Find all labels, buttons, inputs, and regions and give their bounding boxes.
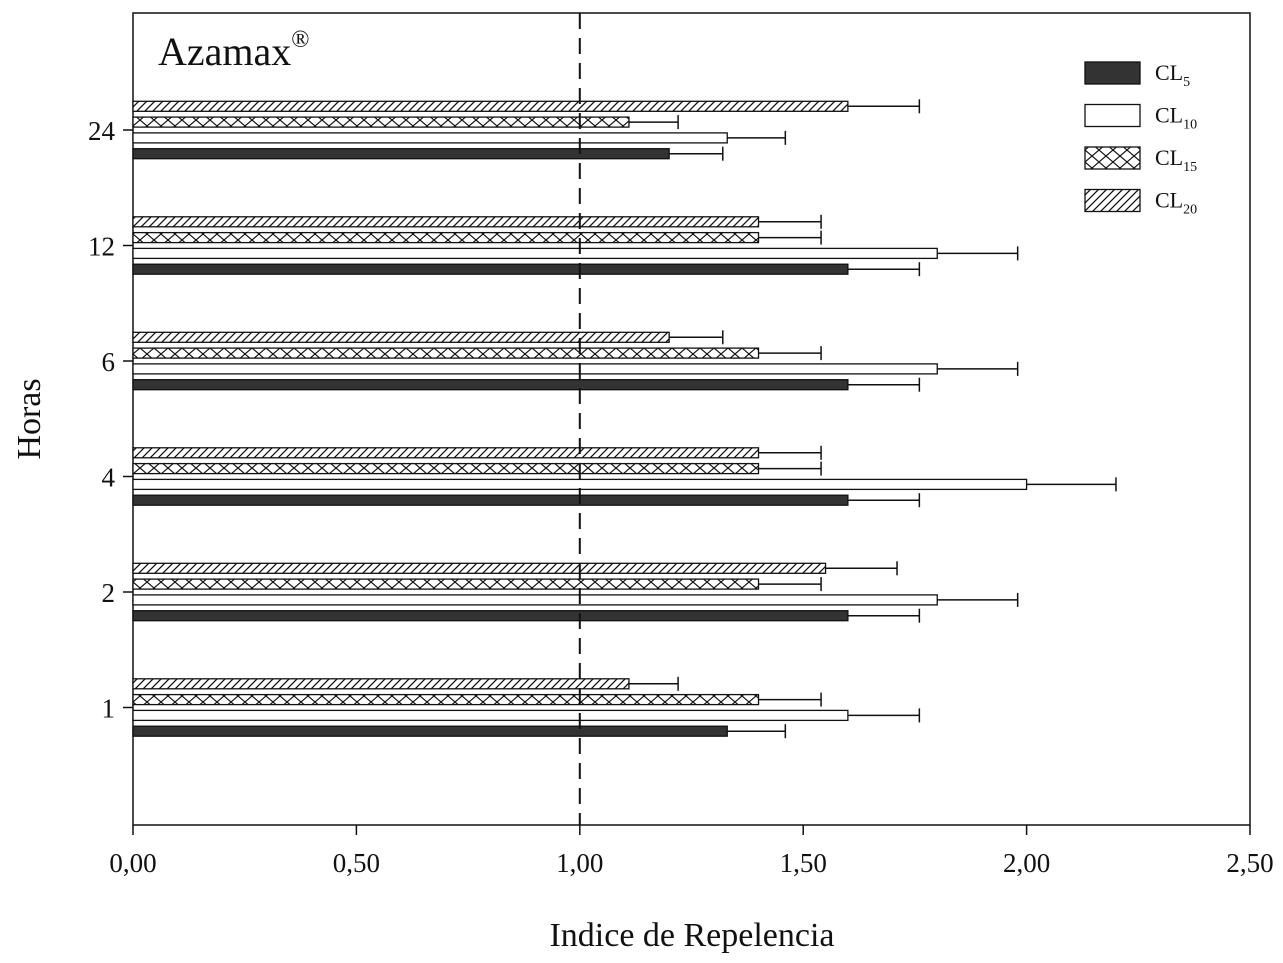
- bar: [132, 148, 670, 160]
- bar: [132, 678, 630, 690]
- y-tick-label: 4: [102, 463, 116, 493]
- y-tick-label: 1: [102, 694, 116, 724]
- x-axis-label: Indice de Repelencia: [549, 917, 834, 954]
- bar: [132, 347, 760, 359]
- y-tick-label: 12: [88, 232, 115, 262]
- bar: [132, 610, 849, 622]
- bar: [132, 478, 1028, 491]
- x-tick-label: 2,00: [1003, 848, 1050, 878]
- chart-title: Azamax®: [158, 27, 310, 74]
- bar: [132, 231, 760, 244]
- x-tick-label: 0,00: [109, 848, 156, 878]
- bars: [132, 99, 1117, 739]
- bar: [132, 594, 938, 606]
- bar: [132, 447, 760, 459]
- bar: [132, 263, 849, 275]
- bar: [132, 247, 938, 260]
- bar: [132, 709, 849, 722]
- bar: [132, 578, 760, 590]
- y-tick-label: 24: [88, 116, 116, 146]
- y-tick-label: 2: [102, 578, 116, 608]
- bar: [132, 116, 630, 128]
- legend-label: CL10: [1155, 103, 1197, 133]
- legend-swatch: [1084, 146, 1141, 170]
- bar: [132, 693, 760, 706]
- bar: [132, 494, 849, 506]
- bar: [132, 216, 760, 228]
- legend-label: CL15: [1155, 145, 1197, 175]
- x-tick-label: 1,00: [556, 848, 603, 878]
- bar: [132, 331, 670, 343]
- bar: [132, 132, 728, 144]
- plot-area: [132, 12, 1251, 826]
- bar: [132, 725, 728, 737]
- legend-label: CL20: [1155, 188, 1197, 218]
- legend-swatch: [1084, 188, 1141, 213]
- y-axis-label: Horas: [11, 378, 48, 459]
- y-tick-label: 6: [102, 347, 116, 377]
- bar: [132, 562, 827, 574]
- legend-swatch: [1084, 61, 1141, 85]
- x-tick-label: 1,50: [780, 848, 827, 878]
- bar: [132, 100, 849, 112]
- legend-label: CL5: [1155, 60, 1190, 90]
- x-tick-label: 0,50: [333, 848, 380, 878]
- bar: [132, 363, 938, 375]
- x-tick-label: 2,50: [1226, 848, 1273, 878]
- bar: [132, 379, 849, 391]
- bar: [132, 462, 760, 475]
- legend: CL5 CL10 CL15 CL20: [1084, 60, 1197, 218]
- legend-swatch: [1084, 103, 1141, 128]
